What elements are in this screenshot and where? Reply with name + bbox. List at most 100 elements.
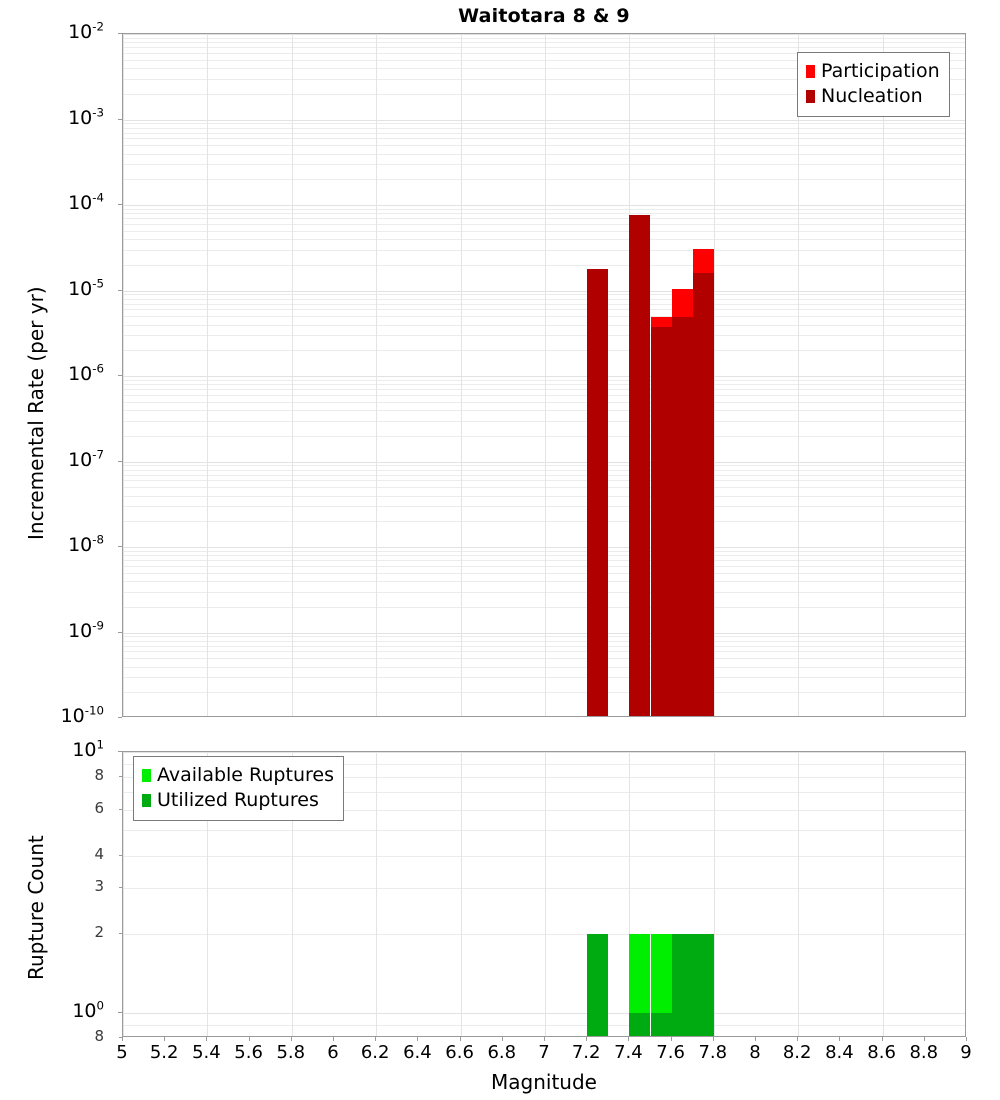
page-title: Waitotara 8 & 9 [458,5,630,27]
x-tick-mark [417,1037,418,1041]
y-tick-mark [118,461,122,462]
y-tick-label: 10-6 [68,361,104,385]
bar [629,934,651,1036]
legend-incremental-rate: Participation Nucleation [797,52,950,117]
bar [629,1012,651,1036]
legend-item-utilized-ruptures[interactable]: Utilized Ruptures [142,788,334,813]
grid-lines-top [123,34,965,716]
y-tick-label: 10-8 [68,532,104,556]
x-tick-label: 7.2 [571,1042,601,1063]
x-tick-label: 7.6 [656,1042,685,1063]
y-tick-mark [119,1037,122,1038]
x-tick-mark [713,1037,714,1041]
bar [650,934,672,1036]
legend-item-label: Utilized Ruptures [157,789,319,811]
legend-item-available-ruptures[interactable]: Available Ruptures [142,763,334,788]
x-tick-label: 8.8 [909,1042,939,1063]
x-tick-label: 6.8 [487,1042,517,1063]
bars-rupture-count [123,752,965,1036]
x-tick-mark [164,1037,165,1041]
x-tick-mark [206,1037,207,1041]
x-tick-mark [333,1037,334,1041]
x-tick-mark [502,1037,503,1041]
bar [671,934,693,1036]
x-tick-label: 5.2 [149,1042,179,1063]
utilized-ruptures-swatch-icon [142,794,151,807]
y-tick-mark [118,33,122,34]
x-tick-label: 5.4 [192,1042,221,1063]
x-tick-mark [628,1037,629,1041]
grid-lines-bottom [123,752,965,1036]
incremental-rate-plot [122,33,966,717]
y-tick-label: 4 [94,844,104,863]
bar [629,215,651,716]
x-tick-mark [460,1037,461,1041]
x-tick-label: 6.6 [445,1042,474,1063]
legend-item-label: Nucleation [821,85,923,107]
x-tick-label: 5.6 [234,1042,263,1063]
participation-swatch-icon [806,65,815,78]
bar [650,1012,672,1036]
y-tick-label: 10-2 [68,19,104,43]
y-tick-label: 10-7 [68,447,104,471]
y-tick-mark [119,776,122,777]
x-tick-label: 8.6 [867,1042,896,1063]
y-tick-label: 10-9 [68,618,104,642]
x-tick-mark [882,1037,883,1041]
bars-incremental-rate [123,34,965,716]
x-tick-mark [122,1037,123,1041]
bar [587,934,609,1036]
x-tick-label: 8 [749,1042,761,1063]
y-axis-label-bottom: Rupture Count [24,835,48,980]
y-tick-label: 6 [94,798,104,817]
y-tick-mark [118,375,122,376]
y-tick-mark [118,546,122,547]
y-tick-label: 10-10 [60,703,104,727]
y-tick-label: 100 [72,998,104,1022]
legend-item-participation[interactable]: Participation [806,59,940,84]
y-tick-label: 10-4 [68,190,104,214]
available-ruptures-swatch-icon [142,769,151,782]
y-tick-label: 3 [94,877,104,896]
x-tick-mark [966,1037,967,1041]
y-axis-label-top: Incremental Rate (per yr) [24,286,48,540]
y-tick-mark [118,632,122,633]
y-tick-mark [119,809,122,810]
x-tick-label: 7 [538,1042,550,1063]
x-tick-mark [839,1037,840,1041]
x-tick-label: 8.4 [825,1042,854,1063]
x-tick-label: 7.4 [614,1042,643,1063]
y-tick-label: 8 [94,766,104,785]
y-tick-label: 2 [94,923,104,942]
y-tick-label: 10-3 [68,105,104,129]
x-tick-mark [544,1037,545,1041]
legend-item-nucleation[interactable]: Nucleation [806,84,940,109]
y-tick-mark [118,290,122,291]
x-tick-label: 7.8 [698,1042,728,1063]
x-tick-mark [249,1037,250,1041]
bar [587,268,609,716]
x-tick-label: 9 [960,1042,972,1063]
y-tick-mark [119,933,122,934]
y-tick-mark [119,855,122,856]
bar [650,327,672,716]
x-tick-mark [755,1037,756,1041]
legend-item-label: Participation [821,60,940,82]
bar [692,934,714,1036]
x-tick-label: 8.2 [782,1042,812,1063]
x-axis-label: Magnitude [491,1070,597,1094]
y-tick-mark [118,1012,122,1013]
y-tick-label: 101 [72,737,104,761]
x-tick-label: 5 [116,1042,128,1063]
legend-rupture-count: Available Ruptures Utilized Ruptures [133,756,344,821]
x-tick-mark [586,1037,587,1041]
x-tick-label: 5.8 [276,1042,306,1063]
bar [692,273,714,716]
x-tick-mark [375,1037,376,1041]
nucleation-swatch-icon [806,90,815,103]
x-tick-label: 6 [327,1042,339,1063]
y-tick-label: 10-5 [68,276,104,300]
y-tick-mark [118,204,122,205]
x-tick-mark [291,1037,292,1041]
